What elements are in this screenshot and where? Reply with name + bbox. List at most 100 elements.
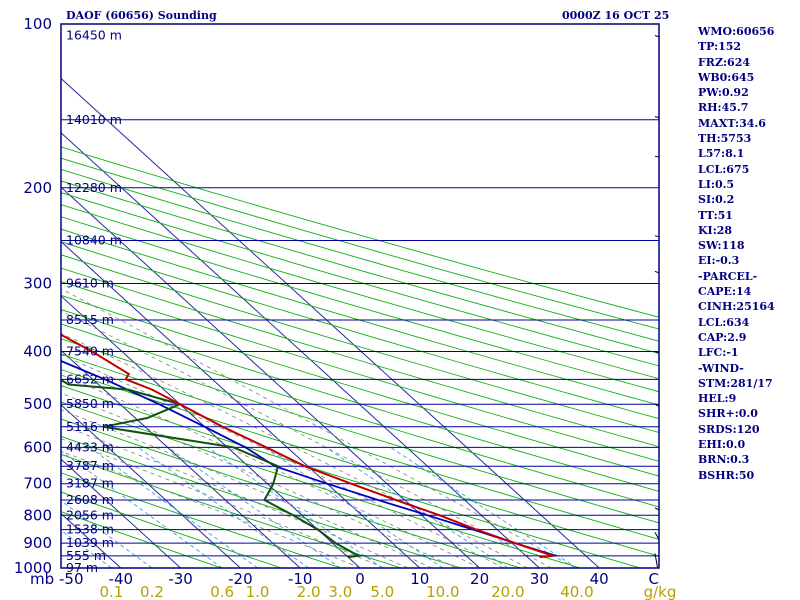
wind-barb-flag: [685, 271, 693, 284]
wind-barb-flag: [690, 233, 697, 246]
height-level-label: 1039 m: [66, 535, 114, 550]
pressure-tick-label: 200: [23, 179, 52, 197]
sounding-index-item: LI:0.5: [698, 177, 735, 191]
wind-barb-flag: [681, 34, 689, 47]
pressure-tick-label: 600: [23, 438, 52, 456]
temperature-tick-label: -50: [59, 570, 84, 588]
station-title: DAOF (60656) Sounding: [66, 9, 217, 22]
isotherm-line: [61, 295, 361, 568]
wind-barb-pennant: [683, 34, 693, 47]
isotherm-line: [61, 132, 540, 568]
height-level-label: 555 m: [66, 548, 106, 563]
height-level-label: 14010 m: [66, 112, 122, 127]
sounding-index-item: CINH:25164: [698, 300, 775, 314]
pressure-tick-label: 400: [23, 343, 52, 361]
sounding-time: 0000Z 16 OCT 25: [562, 9, 670, 22]
wind-barb-flag: [689, 272, 697, 285]
sounding-index-item: EHI:0.0: [698, 438, 746, 452]
wind-barb-flag: [682, 112, 689, 125]
wind-barb-flag: [686, 515, 695, 527]
sounding-index-item: MAXT:34.6: [698, 116, 766, 130]
mixing-ratio-label: 10.0: [426, 583, 459, 600]
temperature-tick-label: C: [649, 570, 659, 588]
height-level-label: 8515 m: [66, 312, 114, 327]
height-level-label: 2608 m: [66, 492, 114, 507]
sounding-index-item: L57:8.1: [698, 147, 745, 161]
temperature-tick-label: 40: [590, 570, 609, 588]
temperature-tick-label: 20: [470, 570, 489, 588]
wind-barb-halfflag: [681, 355, 685, 361]
sounding-index-item: STM:281/17: [698, 376, 773, 390]
height-level-label: 1538 m: [66, 522, 114, 537]
wind-barb-halfflag: [683, 519, 688, 525]
sounding-index-item: KI:28: [698, 223, 733, 237]
height-level-label: 3787 m: [66, 458, 114, 473]
mixing-ratio-label: 2.0: [297, 583, 321, 600]
sounding-index-item: SI:0.2: [698, 193, 735, 207]
moist-adiabat-line: [61, 354, 504, 568]
wind-barb: [654, 34, 693, 49]
plot-frame: [60, 23, 660, 569]
wind-barbs: [654, 34, 697, 568]
dewpoint-line: [61, 378, 362, 559]
sounding-index-item: BSHR:50: [698, 468, 755, 482]
mixing-ratio-label: 0.6: [210, 583, 234, 600]
wind-barb: [654, 403, 692, 423]
mixing-ratio-line: [61, 450, 223, 568]
pressure-tick-label: 300: [23, 275, 52, 293]
height-level-label: 4433 m: [66, 439, 114, 454]
mixing-ratio-label: 40.0: [560, 583, 593, 600]
wind-barb-flag: [678, 230, 685, 243]
sounding-index-item: CAP:2.9: [698, 330, 747, 344]
wind-barb-staff: [654, 116, 659, 127]
wind-barb-staff: [654, 155, 659, 167]
plot-area: [61, 24, 659, 568]
wind-barb-staff: [654, 553, 659, 568]
sounding-index-item: BRN:0.3: [698, 453, 750, 467]
wind-barb-pennant: [684, 152, 693, 165]
height-level-label: 9610 m: [66, 276, 114, 291]
plot-background: [61, 24, 659, 568]
height-level-label: 3187 m: [66, 476, 114, 491]
wind-barb: [654, 152, 693, 167]
mixing-ratio-unit-label: g/kg: [644, 583, 677, 600]
sounding-index-item: SW:118: [698, 239, 745, 253]
wind-barb-flag: [686, 232, 693, 245]
wind-barb-staff: [654, 532, 659, 564]
wind-barb-halfflag: [678, 117, 681, 123]
moist-adiabat-line: [61, 374, 480, 568]
wind-barb: [654, 230, 697, 246]
sounding-index-item: SRDS:120: [698, 422, 760, 436]
isotherm-line: [61, 404, 241, 568]
wind-barb-staff: [654, 235, 659, 246]
moist-adiabat-line: [61, 332, 528, 568]
wind-barb-flag: [682, 152, 689, 165]
plot-border: [60, 23, 660, 569]
height-level-label: 16450 m: [66, 28, 122, 43]
height-level-label: 5116 m: [66, 419, 114, 434]
isotherm-line: [61, 77, 600, 568]
wind-barb: [654, 112, 689, 127]
sounding-index-item: -WIND-: [698, 361, 744, 375]
sounding-index-item: LFC:-1: [698, 346, 739, 360]
mixing-ratio-label: 1.0: [246, 583, 270, 600]
temperature-tick-label: -40: [109, 570, 134, 588]
sounding-index-item: LCL:675: [698, 162, 750, 176]
wind-barb-flag: [683, 410, 692, 422]
wind-barb-staff: [654, 351, 659, 365]
height-level-label: 12280 m: [66, 180, 122, 195]
wind-barb-flag: [685, 351, 693, 364]
moist-adiabat-line: [61, 424, 408, 568]
mixing-ratio-line: [390, 446, 578, 568]
sounding-index-item: HEL:9: [698, 392, 737, 406]
pressure-tick-label: 800: [23, 506, 52, 524]
height-level-label: 6652 m: [66, 371, 114, 386]
pressure-tick-label: 900: [23, 534, 52, 552]
wind-barb-flag: [689, 353, 697, 366]
mixing-ratio-label: 0.2: [140, 583, 164, 600]
pressure-unit-label: mb: [30, 570, 54, 588]
temperature-tick-label: -20: [228, 570, 253, 588]
temperature-tick-label: -10: [288, 570, 313, 588]
sounding-index-item: FRZ:624: [698, 55, 751, 69]
isotherm-line: [61, 186, 480, 568]
